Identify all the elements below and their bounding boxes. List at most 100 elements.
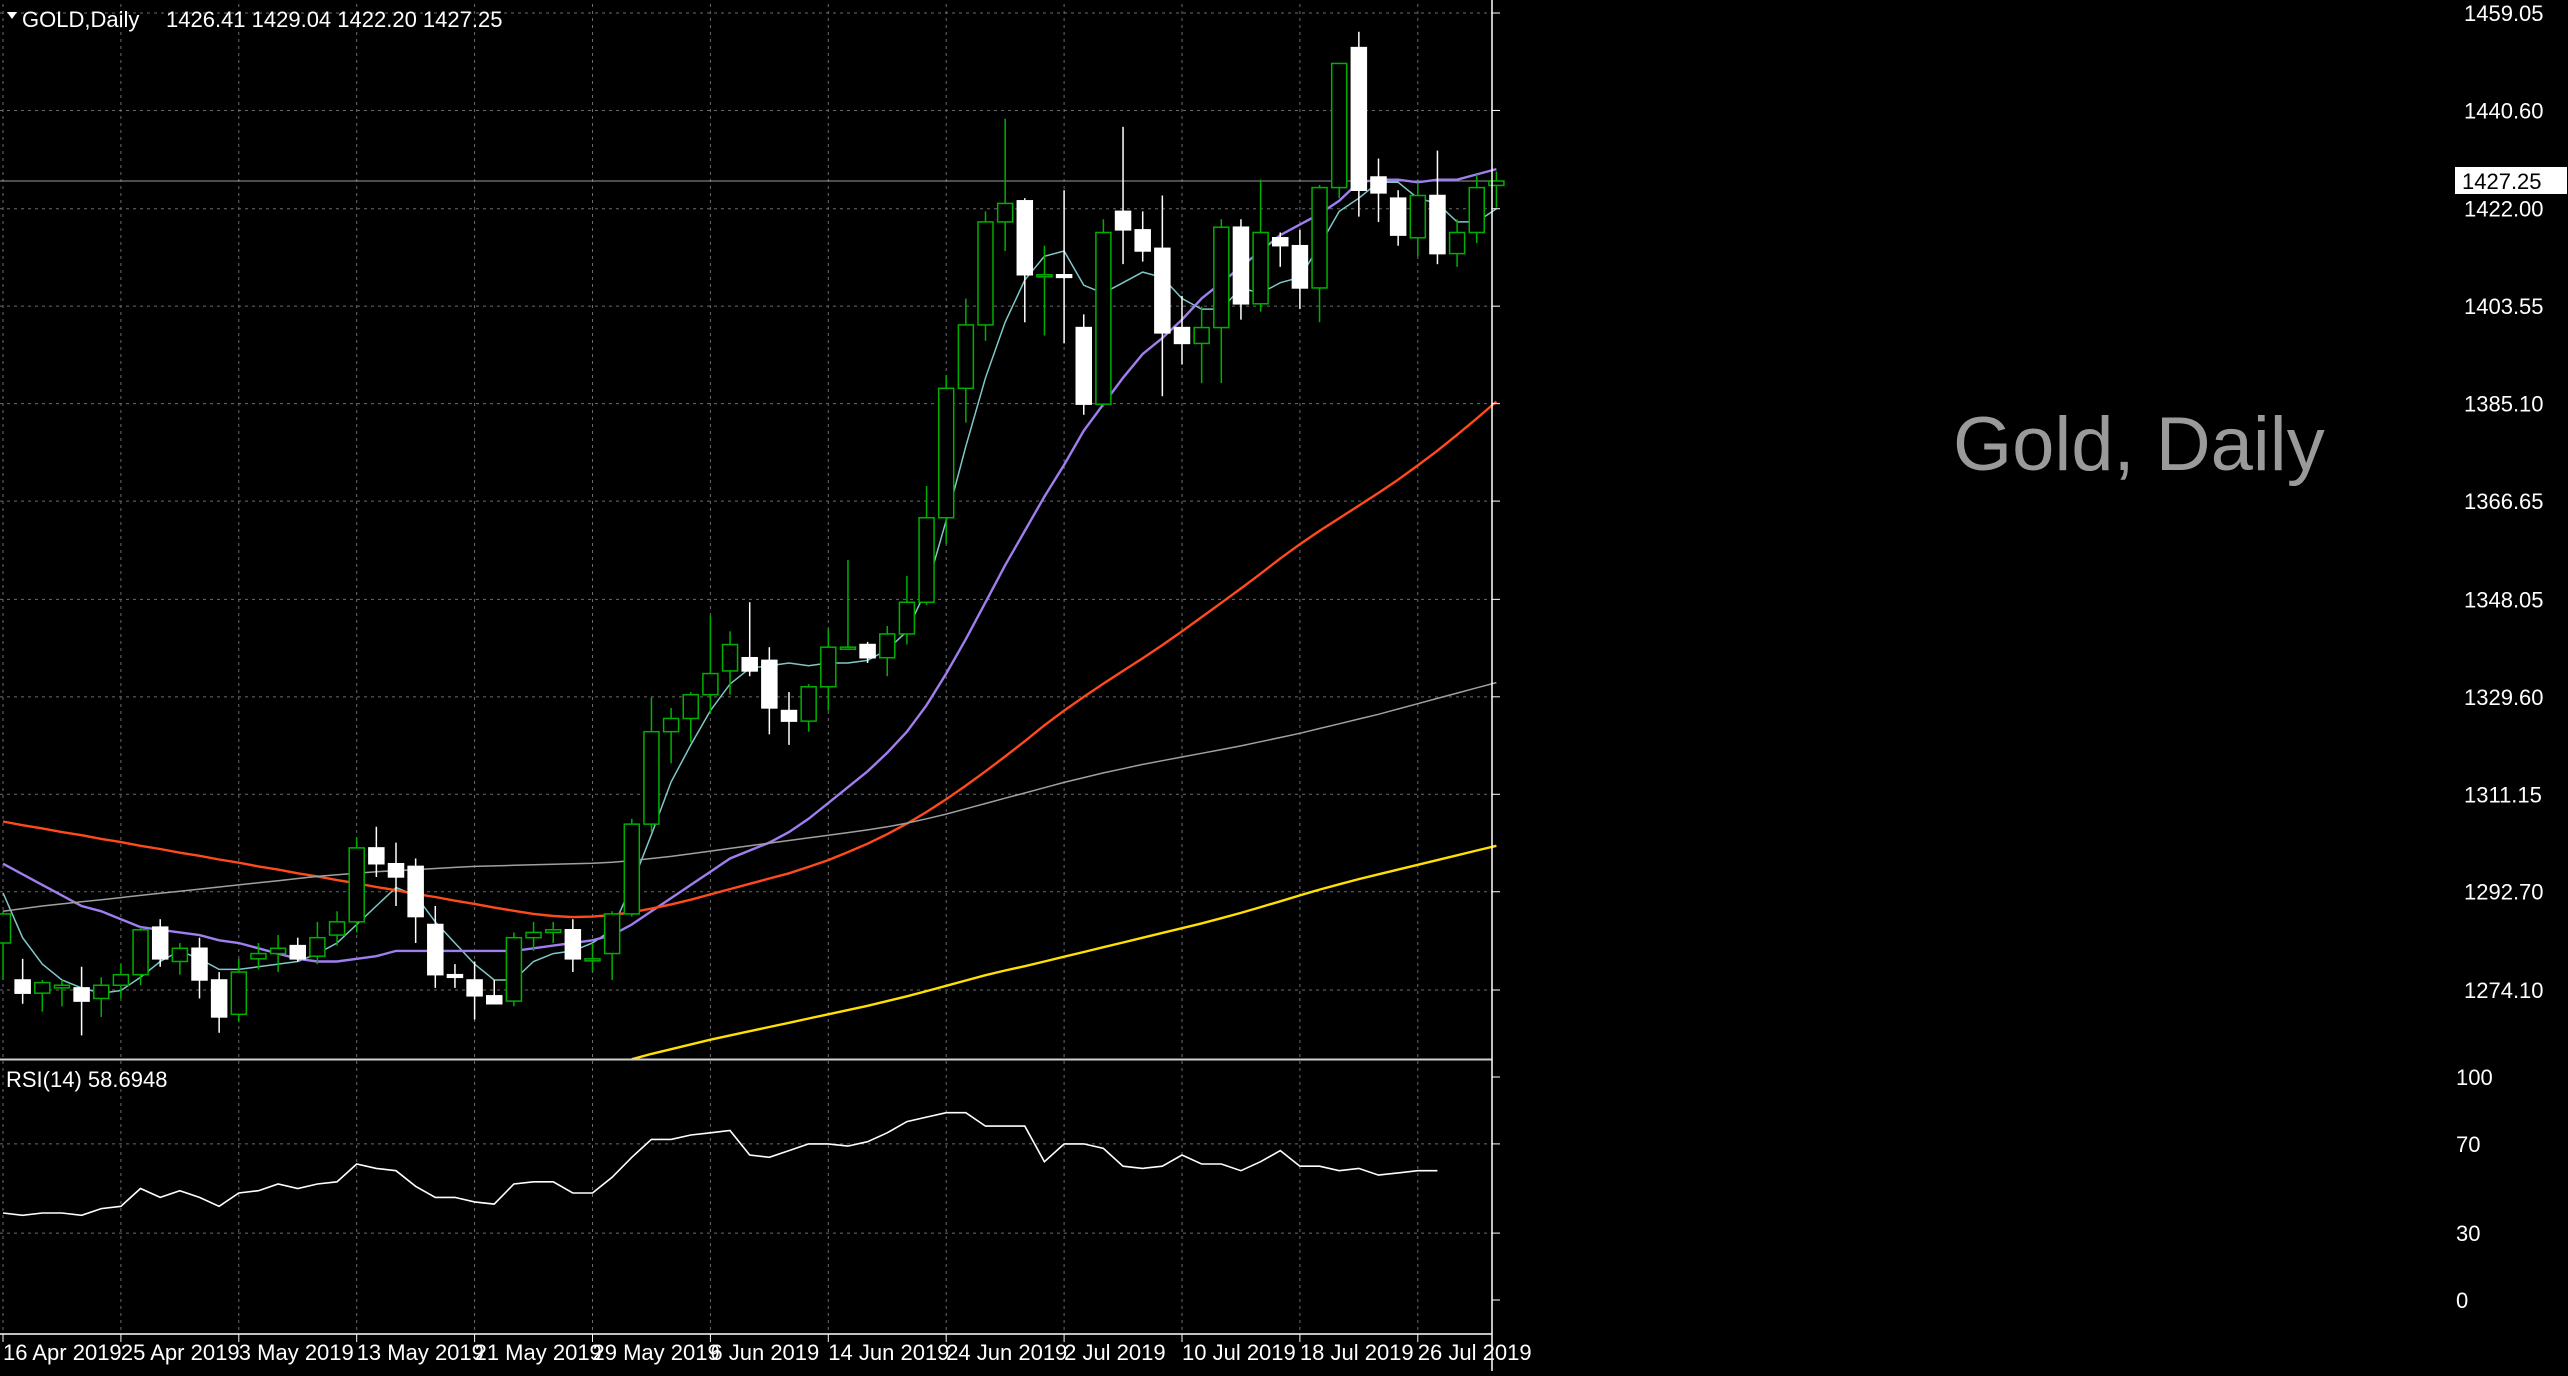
candle <box>1016 198 1034 323</box>
candle <box>289 937 306 962</box>
candle-body <box>446 973 464 979</box>
ohlc-label: 1426.41 1429.04 1422.20 1427.25 <box>166 7 502 32</box>
candle-body <box>1448 231 1466 255</box>
candle-body <box>387 862 405 878</box>
x-tick-label: 18 Jul 2019 <box>1300 1340 1414 1365</box>
candle-body <box>1350 46 1368 191</box>
candle-body <box>132 929 149 976</box>
x-tick-label: 24 Jun 2019 <box>946 1340 1067 1365</box>
candle-body <box>407 865 424 918</box>
candle <box>603 911 621 980</box>
y-tick-label: 1292.70 <box>2464 880 2544 905</box>
candle-body <box>1468 186 1485 234</box>
y-tick-label: 1348.05 <box>2464 587 2544 612</box>
x-tick-label: 2 Jul 2019 <box>1064 1340 1166 1365</box>
candle-body <box>1429 194 1446 255</box>
candle-body <box>1389 197 1407 236</box>
candle-body <box>1291 244 1309 289</box>
candle-body <box>682 693 699 720</box>
x-tick-label: 14 Jun 2019 <box>828 1340 949 1365</box>
watermark-text: Gold, Daily <box>1953 402 2325 487</box>
candle-body <box>1114 210 1132 231</box>
candle-body <box>1311 186 1328 289</box>
rsi-y-tick-label: 30 <box>2456 1221 2480 1246</box>
candle <box>1036 245 1053 336</box>
candle <box>957 298 975 423</box>
candle <box>741 602 758 677</box>
x-tick-label: 10 Jul 2019 <box>1182 1340 1296 1365</box>
candle <box>1154 195 1171 397</box>
candle <box>93 977 110 1017</box>
candle-body <box>957 324 975 390</box>
candle <box>1389 190 1407 246</box>
candle <box>761 647 778 735</box>
candle <box>1370 158 1387 222</box>
candle-body <box>623 823 641 915</box>
candle <box>171 942 189 975</box>
candle-body <box>1370 176 1387 194</box>
candle-body <box>93 984 110 1000</box>
candle <box>348 837 365 933</box>
candle <box>1075 314 1092 415</box>
candle-body <box>34 981 51 994</box>
candle-body <box>1016 200 1034 276</box>
candle <box>780 692 798 745</box>
candle <box>879 626 896 677</box>
candle-body <box>1134 229 1151 252</box>
candle <box>505 932 523 1007</box>
candle-body <box>603 913 621 955</box>
moving-average-line <box>631 844 1497 1061</box>
candle-body <box>1213 226 1230 329</box>
x-tick-label: 3 May 2019 <box>239 1340 354 1365</box>
candle <box>1291 229 1309 310</box>
candle-body <box>1173 326 1191 345</box>
y-tick-label: 1274.10 <box>2464 978 2544 1003</box>
candle-body <box>859 643 876 659</box>
candle <box>1193 306 1210 384</box>
candle <box>839 560 857 650</box>
candle <box>1488 171 1505 208</box>
candle-body <box>820 646 837 688</box>
candle-body <box>1252 231 1269 305</box>
candle <box>427 906 444 988</box>
candle <box>996 118 1014 251</box>
candle-body <box>73 987 90 1002</box>
candle-body <box>1154 247 1171 334</box>
candle <box>977 211 994 341</box>
candle-body <box>210 979 228 1018</box>
candle-body <box>53 984 71 989</box>
candle <box>721 631 739 695</box>
candle <box>1134 211 1151 262</box>
y-tick-label: 1311.15 <box>2464 782 2542 807</box>
candle <box>407 858 424 943</box>
candle <box>14 958 31 1004</box>
candle <box>898 575 916 645</box>
y-tick-label: 1366.65 <box>2464 489 2544 514</box>
x-tick-label: 25 Apr 2019 <box>121 1340 240 1365</box>
candle-body <box>1330 62 1348 189</box>
candle-body <box>977 221 994 326</box>
candle <box>564 919 582 973</box>
candle-body <box>898 601 916 635</box>
rsi-y-tick-label: 100 <box>2456 1065 2493 1090</box>
candle <box>1448 219 1466 267</box>
candle <box>1252 179 1269 312</box>
current-price-tag <box>2455 166 2567 194</box>
candles <box>0 31 1505 1036</box>
candle-body <box>643 730 660 825</box>
candle <box>1232 219 1250 320</box>
moving-average-line <box>2 400 1498 919</box>
candle-body <box>564 929 582 960</box>
candle-body <box>584 958 601 962</box>
y-tick-label: 1422.00 <box>2464 197 2544 222</box>
chart-labels: GOLD,Daily 1426.41 1429.04 1422.20 1427.2… <box>6 7 2325 1092</box>
candle-body <box>996 202 1014 223</box>
candle-body <box>269 947 287 955</box>
rsi-y-tick-label: 70 <box>2456 1132 2480 1157</box>
candle <box>210 972 228 1033</box>
candle <box>544 921 562 943</box>
candle <box>112 964 130 999</box>
